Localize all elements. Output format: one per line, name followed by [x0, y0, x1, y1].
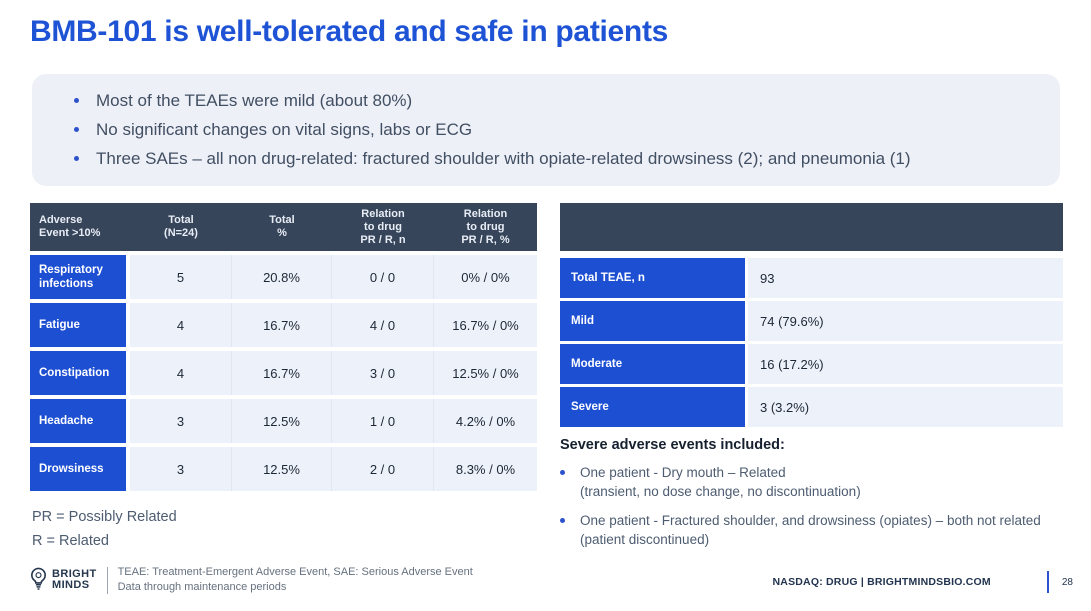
table-row: Mild 74 (79.6%): [560, 301, 1063, 341]
bullet-icon: [74, 98, 79, 103]
table-row: Moderate 16 (17.2%): [560, 344, 1063, 384]
abbrev-line: PR = Possibly Related: [32, 509, 177, 525]
teae-summary-table: Total TEAE, n 93 Mild 74 (79.6%) Moderat…: [560, 203, 1063, 427]
logo-line: BRIGHT: [52, 568, 97, 580]
summary-bullet-text: No significant changes on vital signs, l…: [96, 120, 473, 139]
page-title: BMB-101 is well-tolerated and safe in pa…: [30, 15, 669, 48]
severe-events-list: One patient - Dry mouth – Related (trans…: [560, 463, 1076, 549]
table-header-row: Adverse Event >10% Total (N=24) Total % …: [30, 203, 537, 251]
table-row: Drowsiness 3 12.5% 2 / 0 8.3% / 0%: [30, 447, 537, 491]
footnote: TEAE: Treatment-Emergent Adverse Event, …: [118, 565, 473, 595]
table-cell: 74 (79.6%): [748, 301, 1063, 341]
column-header: Total (N=24): [164, 214, 198, 239]
summary-bullet-text: Three SAEs – all non drug-related: fract…: [96, 149, 911, 168]
row-label: Total TEAE, n: [560, 258, 748, 298]
bullet-icon: [74, 156, 79, 161]
table-header-bar: [560, 203, 1063, 251]
table-cell: 12.5% / 0%: [434, 351, 537, 395]
table-cell: 4 / 0: [332, 303, 434, 347]
table-row: Total TEAE, n 93: [560, 258, 1063, 298]
column-header: Relation to drug PR / R, n: [360, 207, 406, 246]
table-cell: 93: [748, 258, 1063, 298]
table-cell: 5: [130, 255, 232, 299]
list-item: No significant changes on vital signs, l…: [74, 119, 1036, 141]
lightbulb-icon: [28, 566, 49, 595]
row-label: Headache: [30, 399, 130, 443]
table-cell: 16.7% / 0%: [434, 303, 537, 347]
footnote-line: TEAE: Treatment-Emergent Adverse Event, …: [117, 566, 473, 578]
table-cell: 12.5%: [232, 447, 332, 491]
summary-panel: Most of the TEAEs were mild (about 80%) …: [32, 74, 1060, 186]
brightminds-logo: BRIGHT MINDS: [28, 566, 97, 595]
table-cell: 20.8%: [232, 255, 332, 299]
table-cell: 8.3% / 0%: [434, 447, 537, 491]
section-heading: Severe adverse events included:: [560, 437, 785, 453]
row-label: Severe: [560, 387, 748, 427]
table-row: Headache 3 12.5% 1 / 0 4.2% / 0%: [30, 399, 537, 443]
table-cell: 2 / 0: [332, 447, 434, 491]
table-cell: 16.7%: [232, 303, 332, 347]
abbreviation-notes: PR = Possibly Related R = Related: [32, 505, 177, 553]
row-label: Drowsiness: [30, 447, 130, 491]
list-item: Three SAEs – all non drug-related: fract…: [74, 148, 1036, 170]
column-header: Adverse Event >10%: [39, 214, 101, 239]
table-cell: 16 (17.2%): [748, 344, 1063, 384]
table-cell: 1 / 0: [332, 399, 434, 443]
summary-bullet-text: Most of the TEAEs were mild (about 80%): [96, 91, 413, 110]
footer-right: NASDAQ: DRUG | BRIGHTMINDSBIO.COM 28: [772, 571, 1073, 593]
page-number: 28: [1061, 576, 1073, 588]
abbrev-line: R = Related: [32, 533, 109, 549]
table-cell: 4.2% / 0%: [434, 399, 537, 443]
table-row: Fatigue 4 16.7% 4 / 0 16.7% / 0%: [30, 303, 537, 347]
bullet-icon: [560, 518, 565, 523]
table-cell: 0 / 0: [332, 255, 434, 299]
ticker-text: NASDAQ: DRUG | BRIGHTMINDSBIO.COM: [772, 576, 991, 588]
list-item: Most of the TEAEs were mild (about 80%): [74, 90, 1036, 112]
severe-bullet-text: One patient - Fractured shoulder, and dr…: [580, 513, 1041, 547]
row-label: Moderate: [560, 344, 748, 384]
bullet-icon: [560, 470, 565, 475]
row-label: Respiratory infections: [30, 255, 130, 299]
table-cell: 16.7%: [232, 351, 332, 395]
list-item: One patient - Fractured shoulder, and dr…: [560, 511, 1076, 549]
table-row: Respiratory infections 5 20.8% 0 / 0 0% …: [30, 255, 537, 299]
severe-events-section: Severe adverse events included: One pati…: [560, 437, 1076, 549]
table-cell: 12.5%: [232, 399, 332, 443]
table-cell: 4: [130, 351, 232, 395]
severe-bullet-text: One patient - Dry mouth – Related (trans…: [580, 465, 861, 499]
bullet-icon: [74, 127, 79, 132]
page-divider: [1046, 571, 1049, 593]
table-cell: 3 / 0: [332, 351, 434, 395]
column-header: Relation to drug PR / R, %: [461, 207, 510, 246]
list-item: One patient - Dry mouth – Related (trans…: [560, 463, 1076, 501]
column-header: Total %: [269, 214, 295, 239]
table-cell: 3 (3.2%): [748, 387, 1063, 427]
table-cell: 3: [130, 447, 232, 491]
table-cell: 3: [130, 399, 232, 443]
row-label: Mild: [560, 301, 748, 341]
row-label: Constipation: [30, 351, 130, 395]
table-cell: 4: [130, 303, 232, 347]
table-cell: 0% / 0%: [434, 255, 537, 299]
footer-left: BRIGHT MINDS TEAE: Treatment-Emergent Ad…: [28, 565, 473, 595]
table-row: Severe 3 (3.2%): [560, 387, 1063, 427]
footnote-line: Data through maintenance periods: [117, 581, 287, 593]
row-label: Fatigue: [30, 303, 130, 347]
logo-text: BRIGHT MINDS: [52, 569, 97, 591]
table-row: Constipation 4 16.7% 3 / 0 12.5% / 0%: [30, 351, 537, 395]
logo-line: MINDS: [52, 579, 90, 591]
footer-divider: [106, 566, 108, 594]
adverse-events-table: Adverse Event >10% Total (N=24) Total % …: [30, 203, 537, 491]
